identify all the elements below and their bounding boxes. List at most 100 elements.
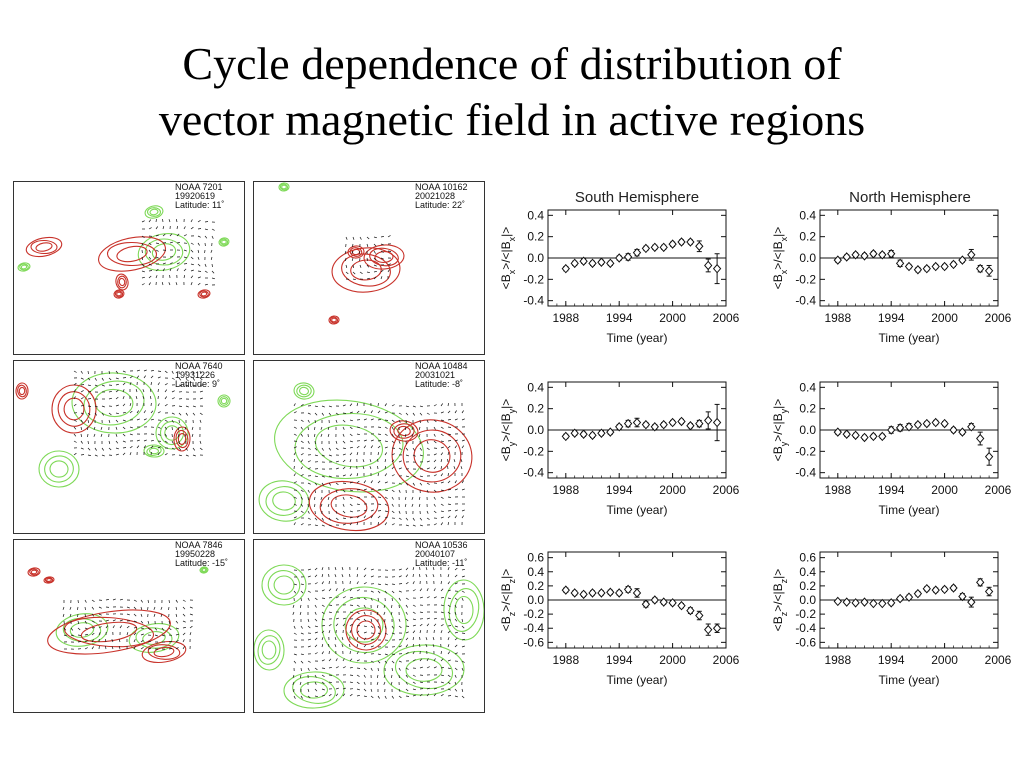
field-vector [433,687,437,690]
field-vector [447,659,451,662]
field-vector [419,447,423,451]
field-vector [73,403,77,407]
field-vector [300,489,304,492]
field-vector [335,687,340,690]
field-vector [447,604,451,608]
field-vector [321,637,324,641]
field-vector [440,694,444,697]
field-vector [391,426,394,430]
negative-field-contour [258,480,310,522]
positive-field-contour [402,429,462,483]
field-vector [204,263,207,267]
field-vector [384,653,388,656]
field-vector [384,440,388,443]
field-vector [363,582,367,585]
x-tick-label: 2000 [931,483,958,497]
data-point [650,595,659,605]
y-tick-label: 0.2 [799,402,816,416]
field-vector [164,396,167,400]
field-vector [129,446,133,449]
field-vector [91,613,95,617]
positive-field-contour [363,244,405,270]
field-vector [161,634,165,637]
field-vector [404,433,407,437]
field-vector [363,611,366,615]
field-vector [73,370,77,373]
field-vector [321,681,325,685]
x-tick-label: 1988 [824,311,851,325]
field-vector [150,389,152,393]
field-vector [164,453,168,456]
positive-field-contour [18,386,26,396]
negative-field-contour [405,658,443,682]
field-vector [87,412,91,416]
field-vector [328,412,332,416]
field-vector [398,447,402,450]
field-vector [300,453,304,456]
field-vector [148,227,152,230]
negative-field-contour [164,425,180,441]
field-vector [80,390,84,393]
field-vector [197,242,200,246]
data-point [904,422,914,432]
data-point [588,588,597,598]
field-vector [307,618,310,623]
y-axis-label: <By>/<|By|> [499,399,517,462]
data-point [842,252,851,262]
data-point [940,418,949,429]
observation-date: 20021028 [415,191,456,201]
negative-field-contour [267,569,301,601]
field-vector [300,440,304,443]
field-vector [356,581,359,585]
field-vector [447,433,451,435]
field-vector [80,370,83,374]
field-vector [314,667,318,671]
positive-field-contour [30,569,38,575]
field-vector [342,453,346,456]
data-point [860,432,869,443]
field-vector [440,481,444,484]
field-vector [307,482,311,485]
field-vector [447,452,450,456]
field-vector [155,226,158,230]
field-vector [383,604,386,608]
field-vector [412,517,415,521]
field-vector [342,426,345,430]
negative-field-contour [296,384,312,398]
field-vector [377,410,381,414]
field-vector [189,606,193,609]
map-label: NOAA 10162 20021028 Latitude: 22˚ [415,183,468,210]
y-tick-label: 0.4 [799,380,816,394]
field-vector [356,674,360,677]
field-vector [293,653,297,656]
field-vector [419,630,422,634]
field-vector [345,271,349,275]
y-tick-label: 0.0 [799,593,816,607]
field-vector [419,574,421,578]
field-vector [293,625,296,629]
field-vector [334,566,337,571]
data-point [615,253,624,263]
field-vector [321,597,326,599]
field-vector [98,606,102,609]
field-vector [321,447,324,451]
field-vector [185,377,188,381]
field-vector [370,418,374,421]
field-vector [460,466,463,470]
field-vector [328,482,332,486]
field-vector [101,384,105,387]
field-vector [440,446,444,449]
field-vector [425,644,428,648]
negative-field-contour [273,575,295,595]
field-vector [84,613,86,617]
y-axis-label: <By>/<|By|> [771,399,789,462]
field-vector [384,695,387,699]
field-vector [349,516,353,519]
field-vector [135,388,138,393]
positive-field-contour [331,317,337,323]
field-vector [363,488,367,491]
data-point [623,418,633,429]
negative-field-contour [218,237,230,247]
y-tick-label: 0.4 [799,565,816,579]
